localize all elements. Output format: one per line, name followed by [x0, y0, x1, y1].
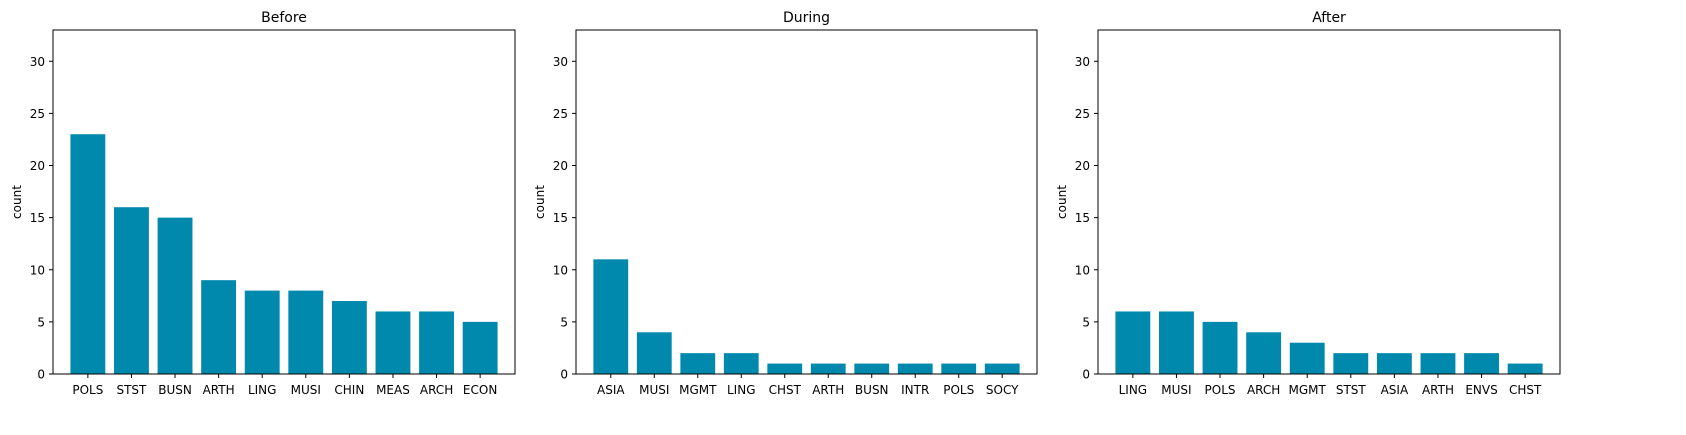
bar [1289, 342, 1325, 374]
bar [1115, 311, 1151, 374]
y-tick-label: 30 [1075, 55, 1090, 69]
chart-panel-2: 0 5 10 15 20 25 30 ASIA MUSI MGMT LING CHST ARTH BUSN… [533, 10, 1038, 397]
y-tick-label: 10 [30, 263, 45, 277]
chart-panel-3: 0 5 10 15 20 25 30 LING MUSI POLS ARCH MGMT STST ASIA… [1055, 10, 1561, 397]
bar [984, 363, 1020, 374]
x-tick-label: LING [1119, 383, 1148, 397]
y-tick-label: 20 [1075, 159, 1090, 173]
x-tick-label: ENVS [1465, 383, 1497, 397]
bar [201, 280, 237, 374]
x-tick-label: POLS [1205, 383, 1236, 397]
bar [1202, 321, 1238, 374]
bar [1464, 353, 1499, 374]
x-tick-label: CHIN [334, 383, 364, 397]
x-tick-label: CHST [769, 383, 802, 397]
chart-panel-1: 0 5 10 15 20 25 30 POLS STST BUSN ARTH LING MUSI CHIN… [10, 10, 516, 397]
x-tick-label: ARTH [203, 383, 235, 397]
y-tick-label: 30 [30, 55, 45, 69]
bar [244, 290, 280, 374]
y-tick-label: 0 [37, 368, 45, 382]
bar [462, 321, 498, 374]
chart-title: After [1312, 10, 1346, 26]
x-tick-label: MUSI [291, 383, 321, 397]
x-tick-label: CHST [1509, 383, 1542, 397]
x-tick-label: ARCH [420, 383, 453, 397]
x-tick-label: BUSN [855, 383, 889, 397]
x-tick-label: LING [248, 383, 277, 397]
y-tick-label: 25 [1075, 107, 1090, 121]
x-tick-label: ASIA [597, 383, 625, 397]
y-tick-label: 10 [553, 263, 568, 277]
bar [1246, 332, 1282, 374]
y-tick-label: 15 [553, 211, 568, 225]
axes-frame [575, 29, 1038, 375]
bar [1159, 311, 1194, 374]
x-tick-label: MUSI [639, 383, 669, 397]
chart-title: During [783, 10, 830, 26]
y-axis-label: count [533, 185, 547, 219]
y-tick-label: 20 [553, 159, 568, 173]
x-tick-label: INTR [901, 383, 929, 397]
y-tick-label: 25 [30, 107, 45, 121]
x-tick-label: POLS [943, 383, 974, 397]
x-tick-label: ARCH [1247, 383, 1280, 397]
x-tick-label: ARTH [1422, 383, 1454, 397]
bar [114, 207, 149, 374]
y-tick-label: 5 [560, 315, 568, 329]
y-axis-label: count [1055, 185, 1069, 219]
y-tick-label: 30 [553, 55, 568, 69]
y-tick-label: 10 [1075, 263, 1090, 277]
bar [636, 332, 672, 374]
x-tick-label: SOCY [986, 383, 1019, 397]
y-tick-label: 5 [1082, 315, 1090, 329]
x-tick-label: MGMT [1289, 383, 1327, 397]
x-tick-label: ASIA [1381, 383, 1409, 397]
x-tick-label: ARTH [812, 383, 844, 397]
chart-title: Before [261, 10, 307, 26]
bar [593, 259, 629, 374]
bar [288, 290, 324, 374]
y-tick-label: 0 [560, 368, 568, 382]
bar [854, 363, 890, 374]
bar [375, 311, 411, 374]
y-axis-label: count [10, 185, 24, 219]
bar [680, 353, 716, 374]
x-tick-label: MEAS [376, 383, 410, 397]
x-tick-label: ECON [463, 383, 497, 397]
y-tick-label: 5 [37, 315, 45, 329]
bar [1507, 363, 1543, 374]
axes-frame [1097, 29, 1561, 375]
axes-frame [52, 29, 516, 375]
x-tick-label: LING [727, 383, 756, 397]
y-tick-label: 15 [30, 211, 45, 225]
bar [1333, 353, 1369, 374]
bar [70, 134, 106, 374]
bar [1420, 353, 1456, 374]
x-tick-label: STST [116, 383, 147, 397]
bar [1376, 353, 1412, 374]
x-tick-label: STST [1336, 383, 1367, 397]
bar [157, 217, 193, 374]
x-tick-label: MGMT [679, 383, 717, 397]
y-tick-label: 15 [1075, 211, 1090, 225]
bar [331, 301, 367, 374]
x-tick-label: MUSI [1161, 383, 1191, 397]
y-tick-label: 0 [1082, 368, 1090, 382]
bar [767, 363, 803, 374]
bar [419, 311, 454, 374]
y-tick-label: 25 [553, 107, 568, 121]
bar [810, 363, 846, 374]
y-tick-label: 20 [30, 159, 45, 173]
bar [723, 353, 759, 374]
x-tick-label: POLS [72, 383, 103, 397]
bar [941, 363, 977, 374]
bar [897, 363, 933, 374]
x-tick-label: BUSN [158, 383, 192, 397]
